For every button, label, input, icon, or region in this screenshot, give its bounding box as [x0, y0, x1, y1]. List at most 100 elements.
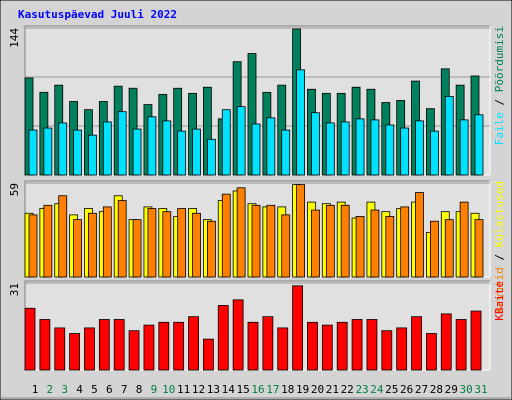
x-tick-label: 6 — [106, 383, 113, 396]
x-tick-label: 5 — [91, 383, 98, 396]
x-tick-label: 22 — [341, 383, 354, 396]
bar — [128, 330, 140, 371]
bar — [292, 285, 304, 371]
x-tick-label: 10 — [162, 383, 175, 396]
bar — [459, 201, 469, 278]
x-tick-label: 26 — [400, 383, 413, 396]
x-tick-label: 14 — [222, 383, 236, 396]
bar — [455, 319, 467, 371]
bar — [266, 204, 276, 278]
x-tick-label: 9 — [151, 383, 158, 396]
x-tick-label: 20 — [311, 383, 324, 396]
bar — [206, 220, 216, 278]
bar — [321, 324, 333, 371]
x-tick-label: 21 — [326, 383, 339, 396]
bar — [351, 319, 363, 371]
bar — [307, 321, 318, 371]
bar — [281, 129, 291, 176]
x-tick-label: 1 — [32, 383, 39, 396]
bar — [296, 69, 306, 176]
bar — [311, 209, 320, 278]
bar — [158, 321, 170, 371]
bar — [192, 212, 201, 278]
bar — [236, 187, 246, 278]
bar — [340, 121, 350, 176]
bar — [236, 106, 246, 176]
bar — [459, 119, 469, 176]
legend: KBaite — [493, 281, 506, 321]
bar — [188, 316, 199, 371]
bar — [117, 200, 127, 278]
bar — [340, 204, 350, 278]
bar — [411, 316, 422, 371]
bar — [247, 321, 259, 371]
legend-entry: Arvutid — [493, 267, 506, 313]
bar — [251, 123, 261, 176]
bar — [440, 313, 452, 371]
bar — [444, 95, 454, 176]
x-tick-label: 18 — [281, 383, 294, 396]
legend-entry: Külastused — [493, 181, 506, 247]
y-tick-label: 144 — [8, 28, 21, 48]
bar — [429, 220, 439, 278]
legend-entry: Pöördumisi — [493, 26, 506, 92]
legend: Arvutid / Külastused — [493, 181, 506, 313]
bar — [43, 127, 53, 176]
legend-entry: Faile — [493, 112, 506, 145]
bar — [88, 134, 97, 176]
bar — [444, 219, 454, 278]
bar — [98, 319, 110, 371]
bar — [73, 219, 82, 278]
bar — [262, 316, 274, 371]
bar — [88, 212, 97, 278]
x-tick-label: 17 — [266, 383, 279, 396]
legend: Faile / Pöördumisi — [493, 26, 506, 145]
x-tick-label: 25 — [385, 383, 398, 396]
x-tick-label: 23 — [355, 383, 368, 396]
x-tick-label: 13 — [207, 383, 220, 396]
x-tick-label: 16 — [251, 383, 264, 396]
bar — [296, 184, 306, 278]
y-tick-label: 31 — [8, 283, 21, 296]
bar — [474, 114, 484, 176]
x-tick-label: 30 — [460, 383, 473, 396]
bar — [84, 327, 95, 371]
bar — [277, 327, 289, 371]
bar — [73, 129, 82, 176]
x-tick-label: 3 — [61, 383, 68, 396]
x-tick-label: 8 — [136, 383, 143, 396]
bar — [43, 204, 53, 278]
x-tick-label: 28 — [430, 383, 443, 396]
bar — [54, 327, 66, 371]
x-tick-label: 2 — [47, 383, 54, 396]
x-tick-label: 24 — [370, 383, 384, 396]
bar — [370, 209, 380, 278]
bar — [39, 319, 51, 371]
bar — [102, 206, 112, 278]
bar — [132, 219, 142, 278]
bar — [325, 122, 335, 176]
bar — [202, 338, 214, 371]
bar — [221, 193, 231, 278]
bar — [396, 327, 408, 371]
bar — [311, 112, 320, 176]
bar — [162, 120, 172, 176]
bar — [400, 206, 410, 278]
bar — [429, 130, 439, 176]
bar — [58, 195, 68, 278]
bar — [113, 319, 125, 371]
y-tick-label: 59 — [8, 183, 21, 196]
x-tick-label: 27 — [415, 383, 428, 396]
bar — [69, 333, 80, 371]
bar — [217, 305, 229, 371]
bar — [192, 128, 201, 176]
bar — [132, 128, 142, 176]
bar — [206, 138, 216, 176]
bar — [470, 310, 482, 371]
legend-separator: / — [493, 247, 506, 267]
bar — [24, 307, 36, 371]
bar — [325, 204, 335, 278]
bar — [366, 319, 378, 371]
bar — [415, 120, 424, 176]
